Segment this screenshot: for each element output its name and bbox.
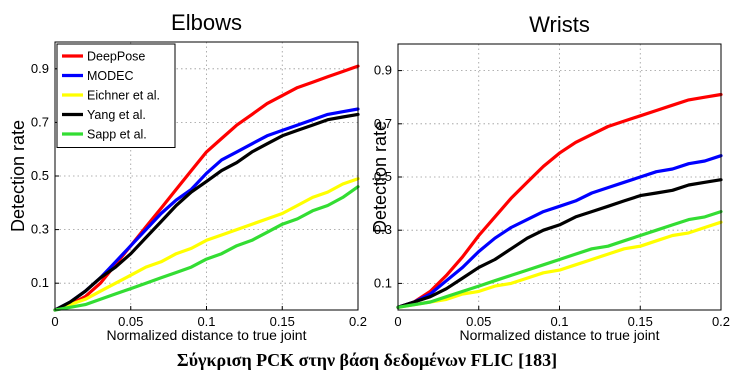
y-tick-label: 0.1 [374,275,392,290]
series-line-yang-et-al [396,178,723,309]
y-tick-label: 0.5 [31,168,49,183]
series-line-sapp-et-al [53,185,360,312]
figure-caption: Σύγκριση PCK στην βάση δεδομένων FLIC [1… [176,350,558,370]
y-tick-label: 0.3 [374,222,392,237]
x-tick-label: 0.1 [550,314,568,329]
chart-title: Wrists [529,12,590,37]
y-tick-label: 0.7 [374,116,392,131]
elbows-chart: 0 0.05 0.1 0.15 0.2 0.1 0.3 0.5 0.7 0.9 Elbows Norm… [8,10,367,343]
x-tick-label: 0.15 [270,314,295,329]
y-axis-label: Detection rate [8,120,28,232]
x-axis-label: Normalized distance to true joint [460,327,660,343]
series-line-modec [396,154,723,309]
series-line-sapp-et-al [396,210,723,309]
y-tick-label: 0.3 [31,222,49,237]
series-line-deeppose [396,92,723,309]
legend-label: Sapp et al. [87,128,147,142]
x-tick-label: 0.05 [466,314,491,329]
series-line-eichner-et-al [53,177,360,312]
y-tick-label: 0.9 [31,61,49,76]
y-axis-label: Detection rate [370,121,390,233]
series-line-deeppose [53,64,360,312]
legend-label: Yang et al. [87,108,146,122]
chart-title: Elbows [171,10,242,35]
x-tick-label: 0 [51,314,58,329]
x-tick-label: 0.15 [628,314,653,329]
series-line-yang-et-al [53,112,360,312]
x-tick-label: 0 [394,314,401,329]
legend-label: DeepPose [87,50,145,64]
legend-label: Eichner et al. [87,89,160,103]
legend-label: MODEC [87,69,134,83]
y-tick-label: 0.5 [374,169,392,184]
x-tick-label: 0.05 [118,314,143,329]
y-tick-label: 0.7 [31,114,49,129]
pck-comparison-figure: 0 0.05 0.1 0.15 0.2 0.1 0.3 0.5 0.7 0.9 Elbows Norm… [8,10,730,343]
x-tick-label: 0.1 [197,314,215,329]
y-tick-label: 0.1 [31,275,49,290]
x-tick-label: 0.2 [712,314,730,329]
x-axis-label: Normalized distance to true joint [107,327,307,343]
series-line-eichner-et-al [396,220,723,309]
y-tick-label: 0.9 [374,63,392,78]
x-tick-label: 0.2 [349,314,367,329]
wrists-chart: 0 0.05 0.1 0.15 0.2 0.1 0.3 0.5 0.7 0.9 Wrists Norm… [370,12,730,343]
